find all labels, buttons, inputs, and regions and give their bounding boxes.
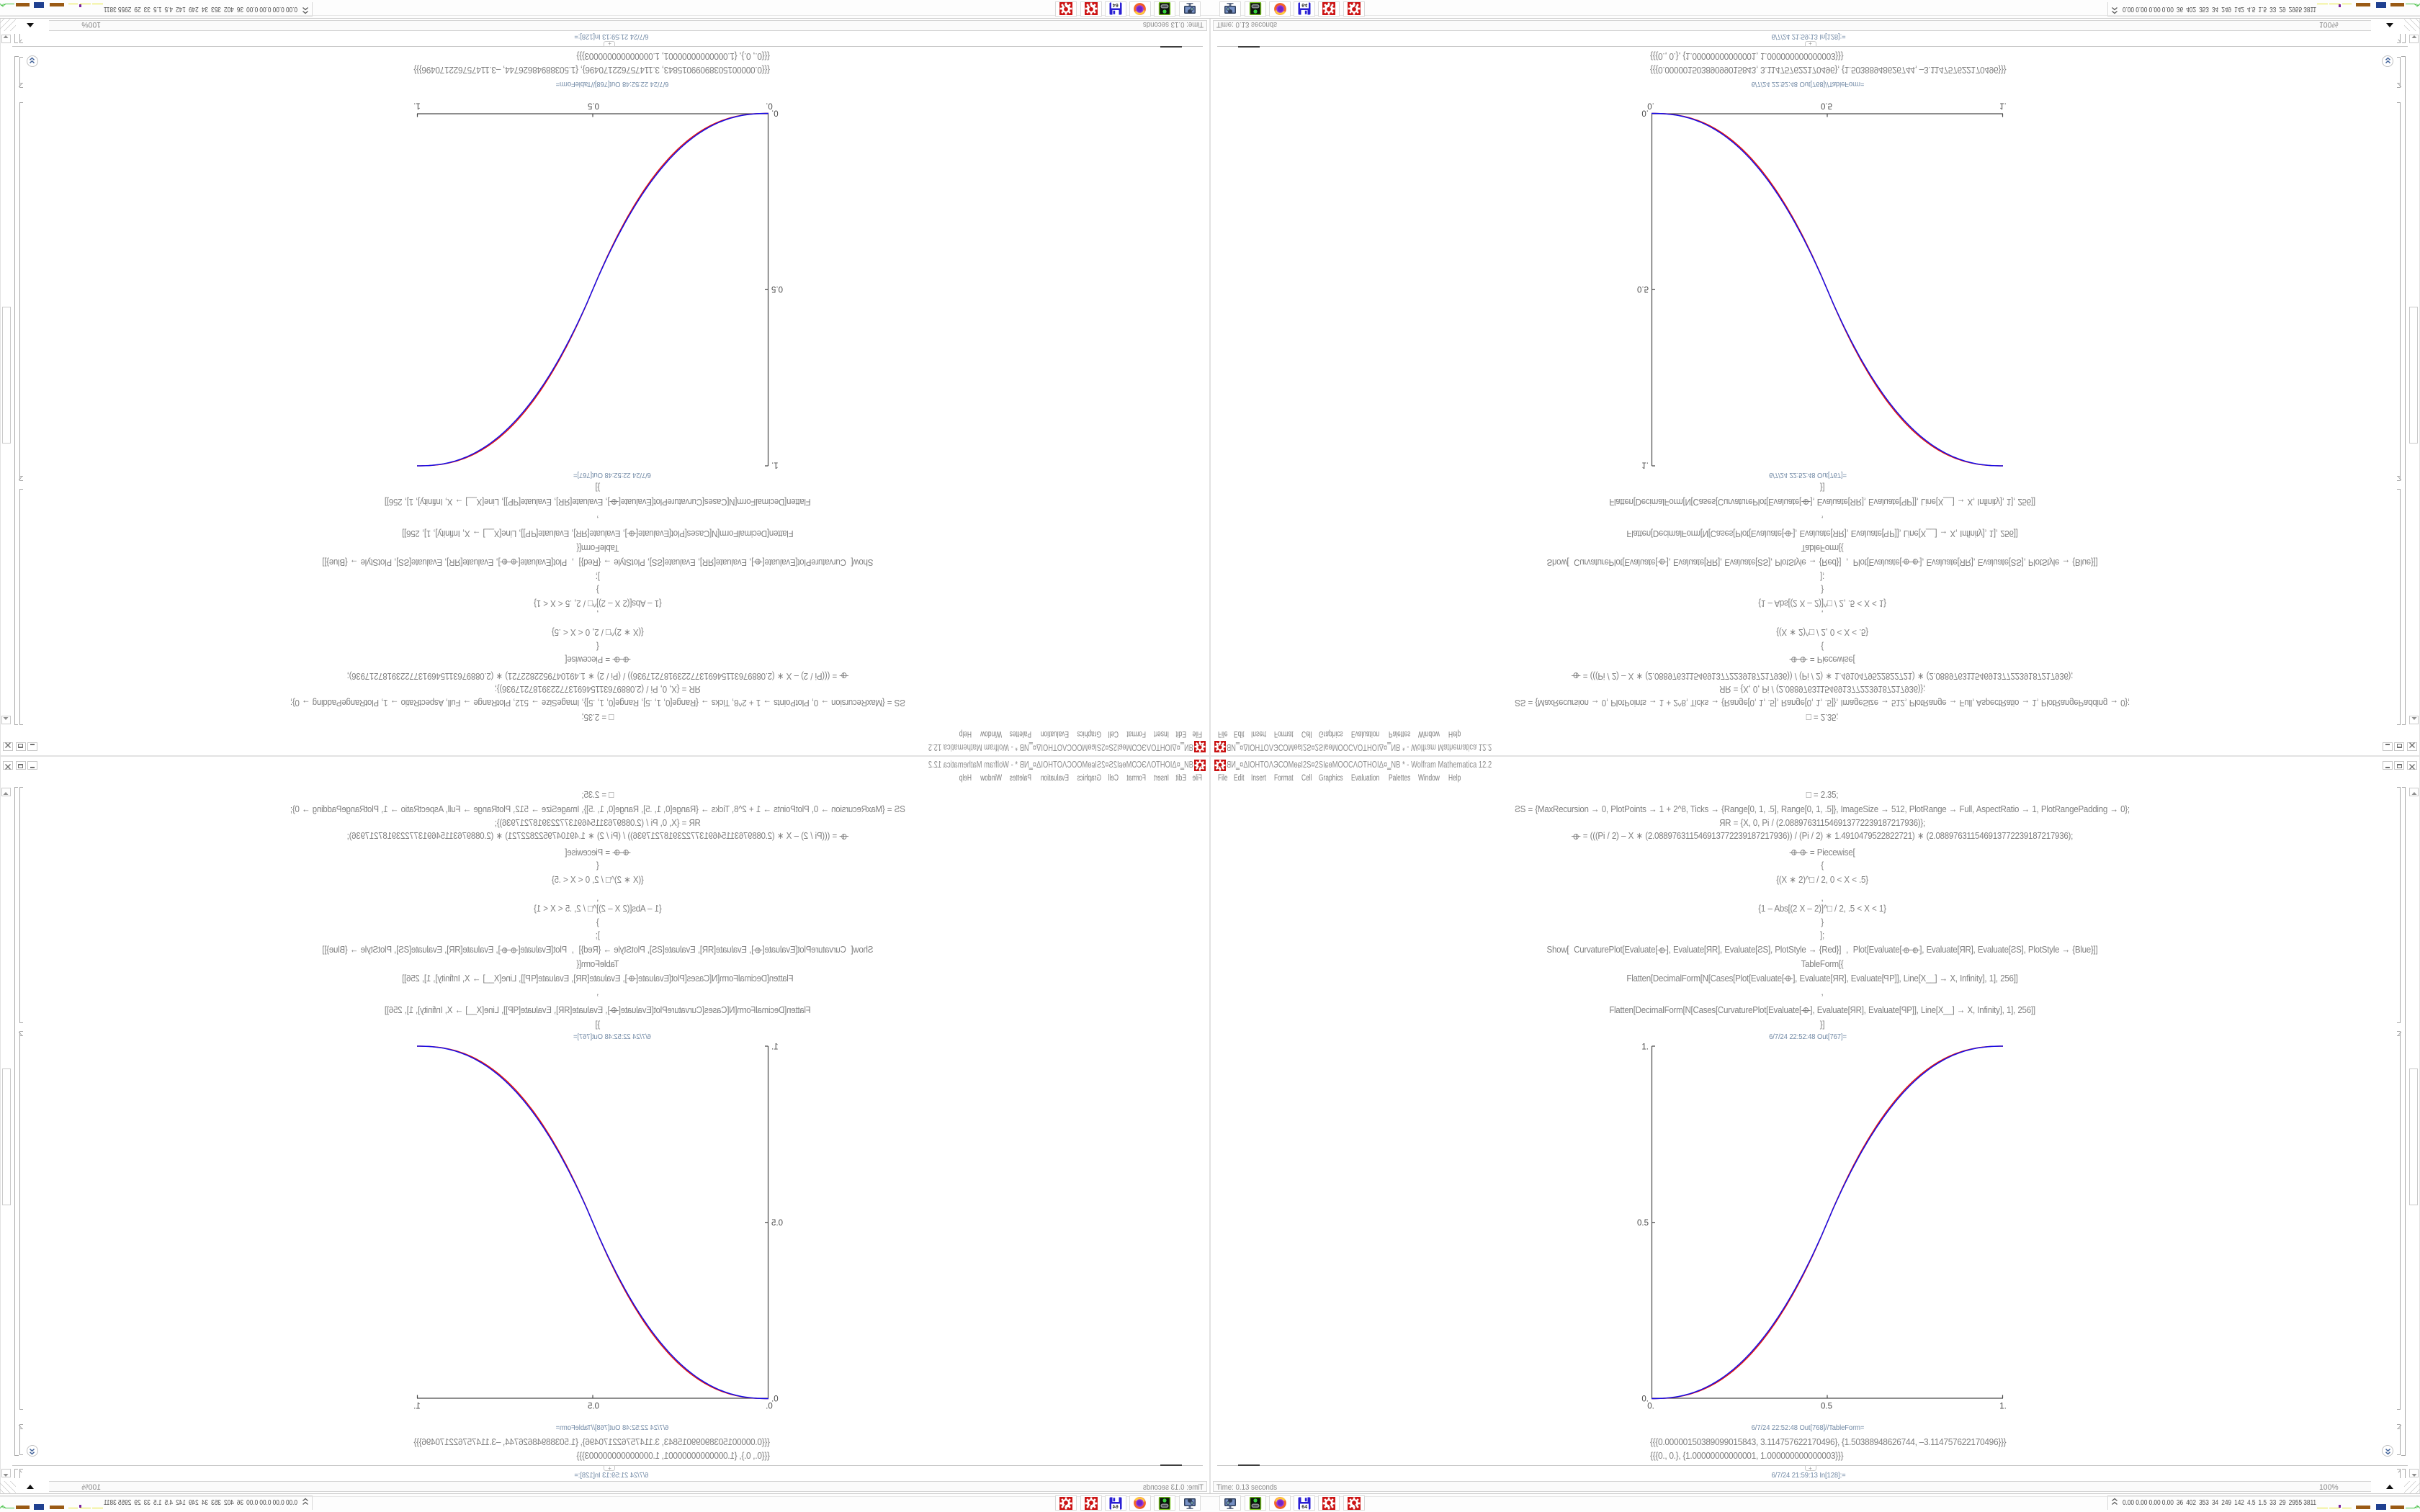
svg-text:0.: 0.	[1641, 109, 1649, 117]
svg-text:0.5: 0.5	[588, 1403, 599, 1411]
svg-text:64: 64	[1113, 3, 1119, 8]
svg-text:1.: 1.	[771, 461, 779, 469]
svg-text:1.: 1.	[1641, 1043, 1649, 1052]
svg-text:0.5: 0.5	[1821, 102, 1832, 110]
svg-text:0.5: 0.5	[1637, 284, 1649, 293]
svg-text:0.: 0.	[766, 102, 773, 110]
svg-text:0.5: 0.5	[771, 284, 783, 293]
svg-text:0.5: 0.5	[588, 102, 599, 110]
svg-text:0.: 0.	[1641, 1395, 1649, 1404]
svg-text:1.: 1.	[413, 102, 421, 110]
svg-text:64: 64	[1301, 1505, 1307, 1510]
svg-text:0.: 0.	[771, 109, 779, 117]
svg-text:64: 64	[1113, 1505, 1119, 1510]
svg-text:1.: 1.	[1999, 1403, 2007, 1411]
svg-text:0.: 0.	[771, 1395, 779, 1404]
svg-text:0.: 0.	[1647, 1403, 1654, 1411]
svg-text:0.5: 0.5	[771, 1219, 783, 1228]
svg-text:1.: 1.	[771, 1043, 779, 1052]
svg-text:0.: 0.	[766, 1403, 773, 1411]
svg-text:64: 64	[1301, 3, 1307, 8]
svg-text:0.: 0.	[1647, 102, 1654, 110]
svg-text:1.: 1.	[1641, 461, 1649, 469]
svg-text:1.: 1.	[1999, 102, 2007, 110]
svg-text:0.5: 0.5	[1637, 1219, 1649, 1228]
svg-text:0.5: 0.5	[1821, 1403, 1832, 1411]
svg-text:1.: 1.	[413, 1403, 421, 1411]
